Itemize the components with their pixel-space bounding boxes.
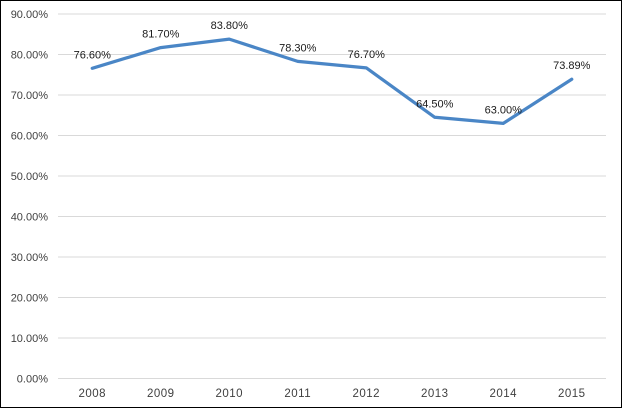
y-tick-label: 30.00% (11, 252, 49, 264)
data-label: 78.30% (279, 42, 317, 54)
data-label: 73.89% (553, 60, 591, 72)
data-label: 63.00% (485, 104, 523, 116)
data-label: 83.80% (211, 20, 249, 32)
y-tick-label: 60.00% (11, 131, 49, 143)
x-tick-label: 2011 (284, 388, 311, 400)
y-tick-label: 40.00% (11, 212, 49, 224)
x-tick-label: 2013 (421, 388, 449, 400)
data-label: 76.70% (348, 49, 386, 61)
data-label: 76.60% (74, 49, 112, 61)
data-label: 64.50% (416, 98, 454, 110)
y-tick-label: 50.00% (11, 171, 49, 183)
y-tick-label: 90.00% (11, 9, 49, 21)
series-line (90, 37, 574, 125)
x-tick-label: 2008 (78, 388, 106, 400)
x-tick-label: 2015 (558, 388, 586, 400)
y-tick-label: 10.00% (11, 333, 49, 345)
x-tick-label: 2009 (147, 388, 175, 400)
x-tick-label: 2014 (489, 388, 517, 400)
y-tick-label: 20.00% (11, 293, 49, 305)
x-tick-label: 2010 (215, 388, 243, 400)
y-tick-label: 0.00% (17, 374, 48, 386)
data-label: 81.70% (142, 29, 180, 41)
y-tick-label: 70.00% (11, 90, 49, 102)
x-tick-label: 2012 (352, 388, 380, 400)
y-tick-label: 80.00% (11, 50, 49, 62)
